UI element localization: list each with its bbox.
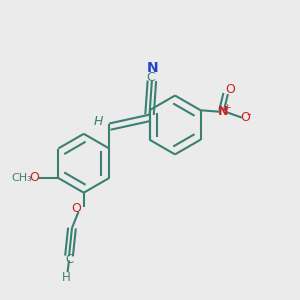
Text: -: - (247, 108, 251, 121)
Text: H: H (62, 271, 71, 284)
Text: H: H (93, 115, 103, 128)
Text: N: N (218, 105, 229, 118)
Text: +: + (223, 103, 230, 112)
Text: O: O (71, 202, 81, 215)
Text: O: O (240, 111, 250, 124)
Text: O: O (225, 83, 235, 96)
Text: C: C (65, 253, 73, 266)
Text: C: C (147, 71, 155, 84)
Text: N: N (147, 61, 159, 75)
Text: CH₃: CH₃ (11, 173, 32, 183)
Text: O: O (29, 172, 39, 184)
